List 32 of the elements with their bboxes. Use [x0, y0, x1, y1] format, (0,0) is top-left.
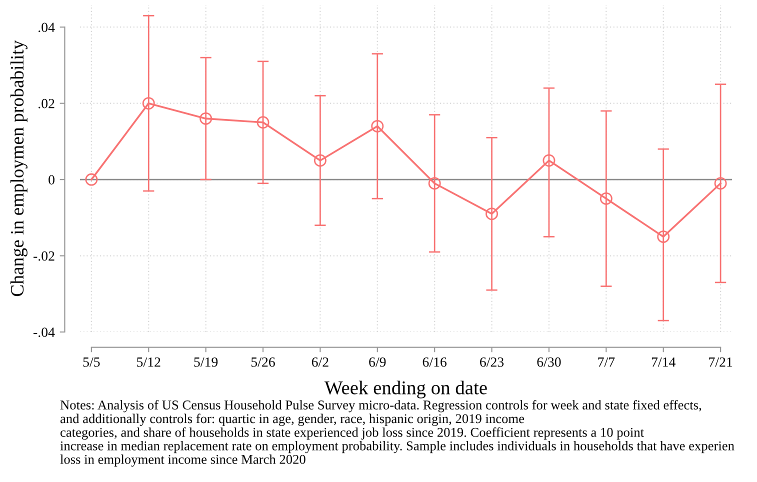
point: [256, 116, 270, 129]
x-tick-label: 6/16: [422, 357, 447, 367]
y-tick-label: -.02: [34, 251, 54, 261]
x-tick-label: 5/12: [137, 357, 160, 367]
point: [600, 192, 612, 205]
point: [314, 154, 326, 167]
x-axis-title: Week ending on date: [324, 380, 487, 398]
point: [428, 177, 441, 190]
y-axis-title: Change in employmen probability: [10, 40, 28, 296]
y-tick-label: 0: [48, 175, 54, 185]
point: [85, 173, 98, 186]
y-tick-label: -.04: [34, 328, 55, 338]
point: [142, 97, 155, 110]
x-tick-label: 5/19: [194, 357, 218, 367]
text: Notes: Analysis of US Census Household Pulse Survey micro-data. Regression controls for week and state fixed effects, and additionally controls for: quartic in age, gender, race, hispanic origin, 2019 income categories, and share of households in state experienced job loss since 2019. Coefficient represents a 10 point increase in median replacement rate on employment probability. Sample includes individuals in households that have experien loss in employment income since March 2020: [60, 400, 734, 467]
x-tick-label: 6/30: [537, 357, 561, 367]
point: [714, 177, 727, 190]
x-tick-label: 6/2: [312, 357, 328, 367]
point: [542, 154, 556, 167]
x-tick-label: 7/21: [709, 357, 732, 367]
x-tick-label: 6/9: [369, 357, 386, 367]
point: [657, 230, 670, 243]
x-tick-label: 6/23: [480, 357, 504, 367]
point: [200, 112, 212, 125]
point: [486, 208, 498, 220]
x-tick-label: 5/26: [251, 357, 275, 367]
x-tick-label: 5/5: [83, 357, 100, 367]
point: [371, 120, 384, 132]
x-tick-label: 7/14: [652, 357, 676, 367]
y-tick-label: .04: [38, 22, 55, 32]
y-tick-label: .02: [38, 98, 54, 108]
x-tick-label: 7/7: [598, 357, 615, 367]
